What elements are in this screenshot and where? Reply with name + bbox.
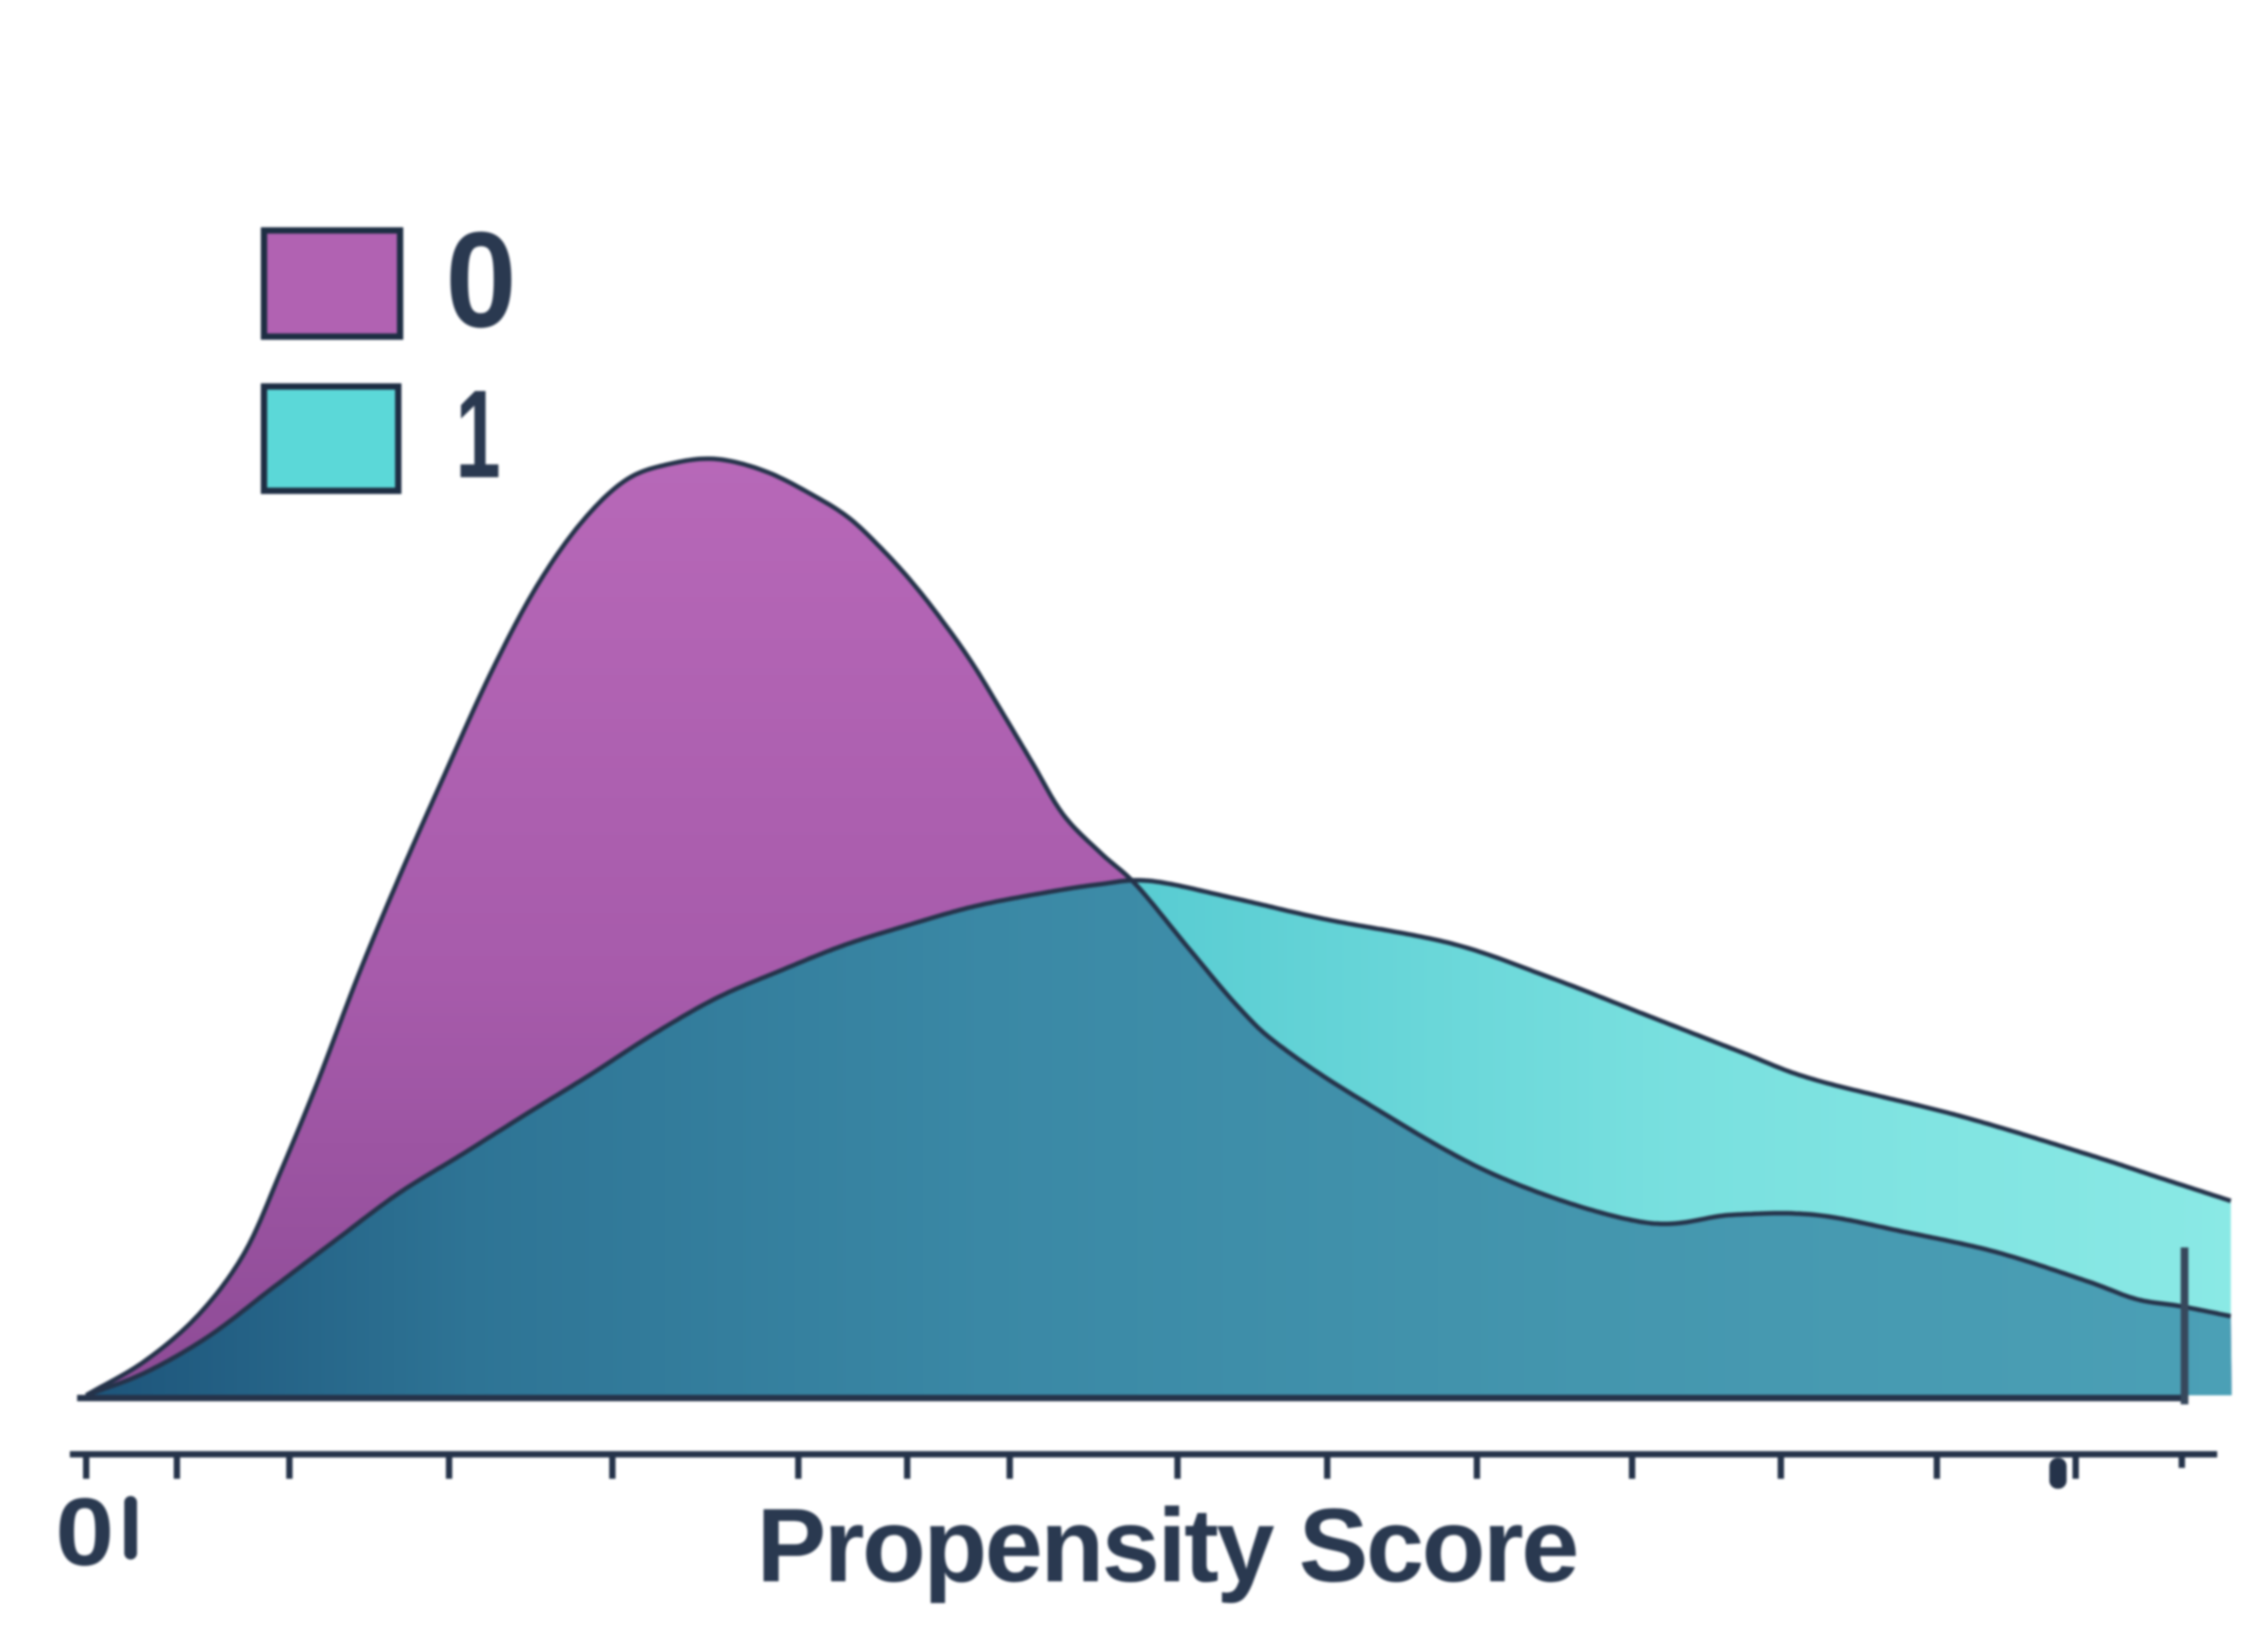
svg-text:0: 0	[445, 203, 516, 356]
svg-text:1: 1	[455, 364, 501, 504]
svg-text:Propensity Score: Propensity Score	[757, 1488, 1577, 1604]
svg-text:0: 0	[55, 1478, 114, 1586]
